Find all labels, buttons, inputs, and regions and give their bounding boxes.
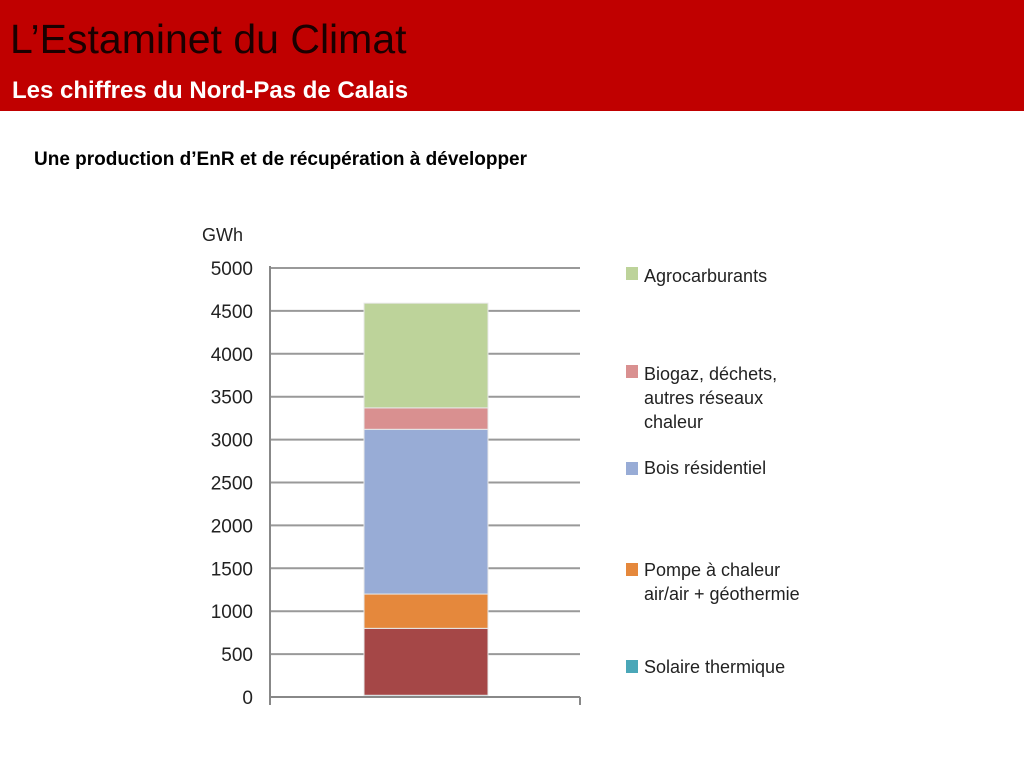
bar-segment (363, 407, 489, 430)
legend-label: Pompe à chaleur (644, 560, 780, 580)
y-tick-label: 4500 (211, 302, 253, 323)
y-tick-label: 3000 (211, 431, 253, 452)
y-tick-label: 4000 (211, 345, 253, 366)
bar-segment (363, 627, 489, 696)
bar-segment (363, 302, 489, 409)
y-tick-label: 0 (242, 688, 253, 709)
legend-label: Biogaz, déchets, (644, 364, 777, 384)
header-band: L’Estaminet du Climat Les chiffres du No… (0, 0, 1024, 111)
legend-label: Solaire thermique (644, 657, 785, 677)
page-subtitle: Les chiffres du Nord-Pas de Calais (12, 77, 409, 104)
y-tick-label: 5000 (211, 259, 253, 280)
legend: Agrocarburants Biogaz, déchets, autres rés… (626, 266, 800, 677)
y-tick-label: 2000 (211, 516, 253, 537)
legend-label: Bois résidentiel (644, 458, 766, 478)
y-axis-label: GWh (202, 225, 243, 245)
legend-swatch (626, 365, 638, 378)
y-tick-label: 1500 (211, 559, 253, 580)
legend-swatch (626, 267, 638, 280)
page-title: L’Estaminet du Climat (10, 16, 407, 62)
legend-swatch (626, 563, 638, 576)
y-tick-label: 3500 (211, 388, 253, 409)
legend-label: Agrocarburants (644, 266, 767, 286)
bar-segments (363, 302, 489, 698)
bar-segment (363, 593, 489, 629)
y-tick-label: 500 (221, 645, 253, 666)
section-heading: Une production d’EnR et de récupération … (34, 149, 528, 170)
bar-segment (363, 428, 489, 595)
y-tick-label: 1000 (211, 602, 253, 623)
axes (269, 266, 581, 705)
legend-swatch (626, 462, 638, 475)
y-tick-labels: 0 500 1000 1500 2000 2500 3000 3500 4000 4500 5000 (211, 259, 253, 709)
y-tick-label: 2500 (211, 474, 253, 495)
legend-label: autres réseaux (644, 388, 763, 408)
legend-label: chaleur (644, 412, 703, 432)
legend-label: air/air + géothermie (644, 584, 800, 604)
legend-swatch (626, 660, 638, 673)
